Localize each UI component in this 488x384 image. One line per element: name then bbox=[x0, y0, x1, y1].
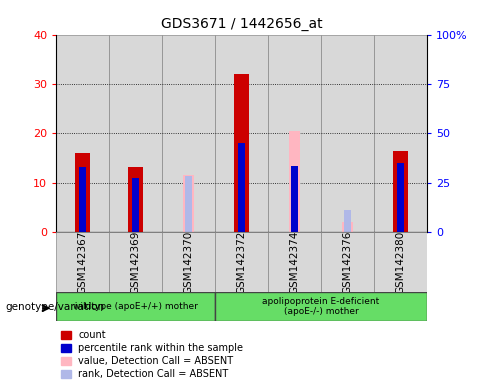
Text: apolipoprotein E-deficient
(apoE-/-) mother: apolipoprotein E-deficient (apoE-/-) mot… bbox=[263, 296, 380, 316]
Bar bbox=[345, 210, 351, 232]
Text: wildtype (apoE+/+) mother: wildtype (apoE+/+) mother bbox=[73, 302, 198, 311]
Bar bbox=[374, 35, 427, 232]
Bar bbox=[321, 35, 374, 232]
Bar bbox=[342, 222, 353, 232]
Bar bbox=[289, 131, 301, 232]
Title: GDS3671 / 1442656_at: GDS3671 / 1442656_at bbox=[161, 17, 323, 31]
Bar bbox=[397, 163, 404, 232]
Bar bbox=[75, 153, 90, 232]
Text: GSM142369: GSM142369 bbox=[131, 230, 141, 294]
Bar bbox=[393, 151, 408, 232]
Bar bbox=[291, 166, 298, 232]
Bar bbox=[128, 167, 143, 232]
Bar bbox=[56, 232, 109, 292]
Bar bbox=[183, 175, 194, 232]
Bar bbox=[185, 176, 192, 232]
Bar bbox=[238, 143, 245, 232]
Bar bbox=[80, 167, 86, 232]
Text: GSM142376: GSM142376 bbox=[343, 230, 352, 294]
Bar bbox=[215, 292, 427, 321]
Bar bbox=[374, 232, 427, 292]
Bar bbox=[162, 232, 215, 292]
Text: genotype/variation: genotype/variation bbox=[5, 302, 104, 312]
Text: GSM142372: GSM142372 bbox=[237, 230, 246, 294]
Bar bbox=[132, 178, 139, 232]
Bar bbox=[215, 232, 268, 292]
Text: GSM142370: GSM142370 bbox=[183, 230, 194, 294]
Bar bbox=[56, 292, 215, 321]
Bar bbox=[215, 35, 268, 232]
Bar bbox=[56, 35, 109, 232]
Bar bbox=[291, 166, 298, 232]
Bar bbox=[162, 35, 215, 232]
Text: GSM142380: GSM142380 bbox=[395, 230, 406, 294]
Bar bbox=[109, 232, 162, 292]
Bar bbox=[234, 74, 249, 232]
Legend: count, percentile rank within the sample, value, Detection Call = ABSENT, rank, : count, percentile rank within the sample… bbox=[61, 330, 244, 379]
Text: GSM142367: GSM142367 bbox=[78, 230, 88, 294]
Text: GSM142374: GSM142374 bbox=[289, 230, 300, 294]
Bar bbox=[321, 232, 374, 292]
Bar bbox=[109, 35, 162, 232]
Bar bbox=[268, 232, 321, 292]
Bar bbox=[268, 35, 321, 232]
